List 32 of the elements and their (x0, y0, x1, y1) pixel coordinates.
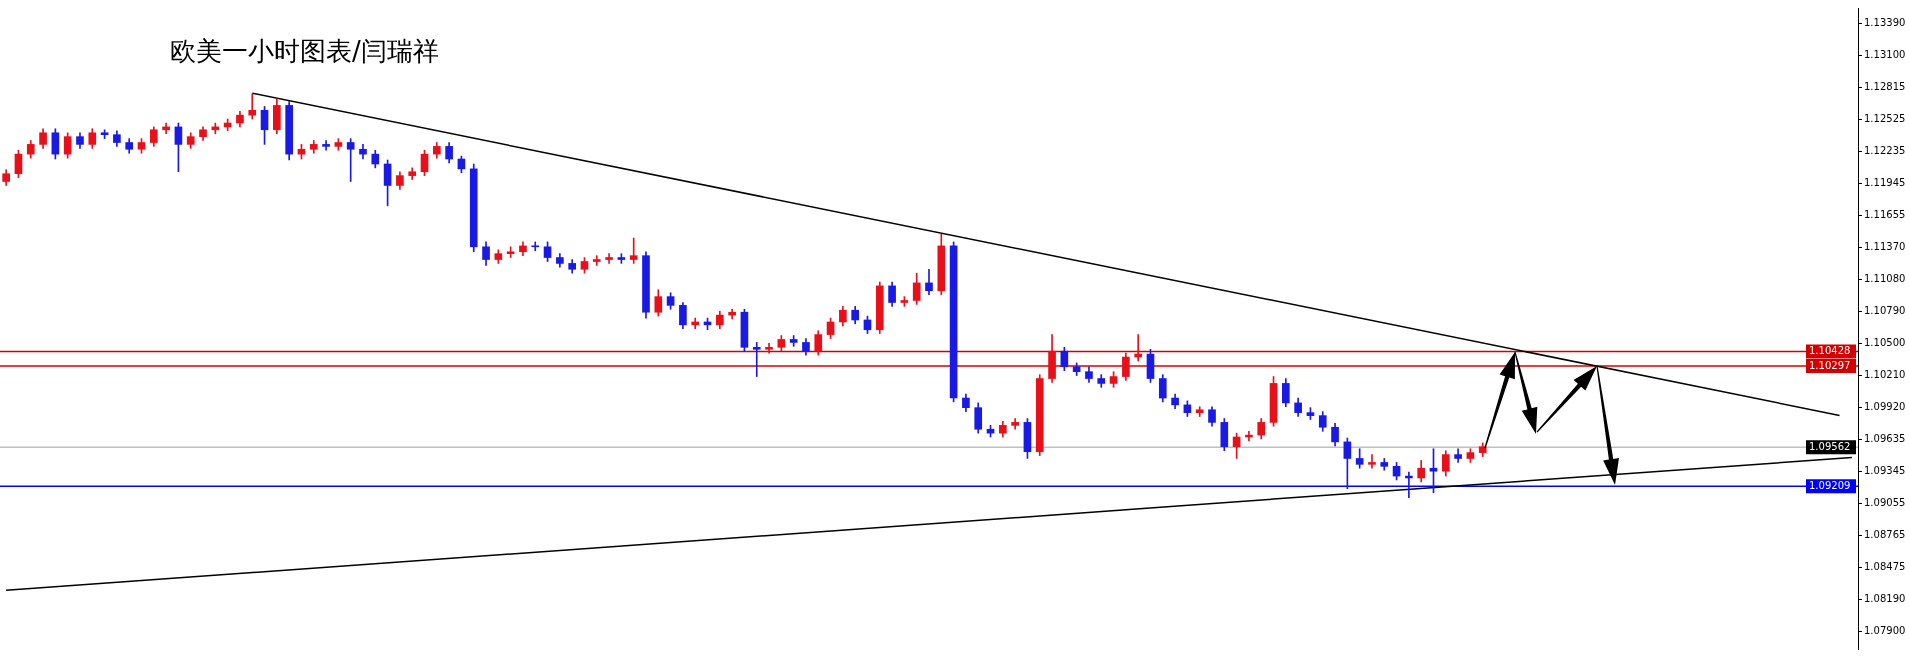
y-tick-label: 1.08190 (1864, 592, 1906, 604)
candlestick (605, 253, 613, 264)
y-tick-label: 1.11655 (1864, 209, 1906, 221)
y-tick-label: 1.12815 (1864, 80, 1906, 92)
candlestick (531, 241, 540, 252)
y-tick-label: 1.08475 (1864, 561, 1906, 573)
y-tick-label: 1.08765 (1864, 529, 1906, 541)
y-tick-label: 1.12235 (1864, 144, 1906, 156)
y-tick-label: 1.11080 (1864, 272, 1906, 284)
text: 欧美一小时图表/闫瑞祥 (170, 35, 439, 68)
y-tick-label: 1.13390 (1864, 17, 1906, 29)
y-tick-label: 1.10790 (1864, 304, 1906, 316)
y-tick-label: 1.11370 (1864, 240, 1906, 252)
candlestick (1368, 454, 1376, 469)
ref-line-label: 1.10297 (1809, 359, 1851, 371)
y-tick-label: 1.07900 (1864, 624, 1906, 636)
y-tick-label: 1.09635 (1864, 432, 1906, 444)
candlestick (765, 343, 773, 354)
y-tick-label: 1.13100 (1864, 49, 1906, 61)
y-tick-label: 1.09345 (1864, 464, 1906, 476)
y-tick-label: 1.11945 (1864, 177, 1906, 189)
y-tick-label: 1.10210 (1864, 369, 1906, 381)
y-tick-label: 1.12525 (1864, 112, 1906, 124)
ref-line-label: 1.10428 (1809, 345, 1851, 357)
candlestick (752, 342, 761, 377)
candlestick (322, 140, 330, 151)
y-tick-label: 1.09920 (1864, 401, 1906, 413)
y-tick-label: 1.10500 (1864, 337, 1906, 349)
y-tick-label: 1.09055 (1864, 497, 1906, 509)
candlestick (592, 255, 601, 266)
ref-line-label: 1.09562 (1809, 440, 1851, 452)
ref-line-label: 1.09209 (1809, 479, 1851, 491)
